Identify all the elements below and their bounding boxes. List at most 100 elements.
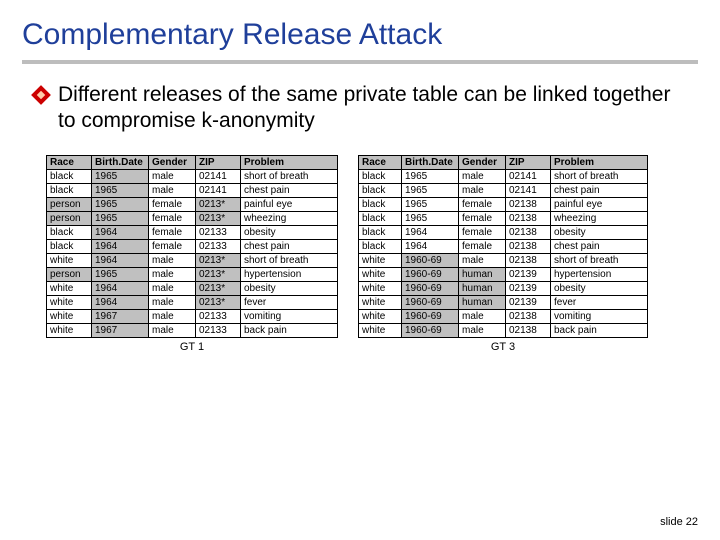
table-cell: 0213* <box>196 267 241 281</box>
table-cell: wheezing <box>551 211 648 225</box>
table-cell: 02138 <box>506 197 551 211</box>
table-row: white1960-69human02139fever <box>359 295 648 309</box>
table-header-cell: Gender <box>149 155 196 169</box>
table-row: black1965male02141short of breath <box>359 169 648 183</box>
table-cell: 02138 <box>506 211 551 225</box>
table-cell: white <box>359 253 402 267</box>
table-cell: 02133 <box>196 225 241 239</box>
table-cell: 1967 <box>92 323 149 337</box>
table-cell: 1964 <box>92 239 149 253</box>
table-cell: white <box>47 323 92 337</box>
table-cell: 02139 <box>506 281 551 295</box>
table-cell: short of breath <box>551 169 648 183</box>
table-cell: 02133 <box>196 309 241 323</box>
table-left: RaceBirth.DateGenderZIPProblemblack1965m… <box>46 155 338 338</box>
table-cell: male <box>459 183 506 197</box>
table-cell: male <box>149 281 196 295</box>
bullet-row: Different releases of the same private t… <box>0 82 720 145</box>
table-cell: black <box>47 239 92 253</box>
table-header-cell: Gender <box>459 155 506 169</box>
table-row: person1965female0213*wheezing <box>47 211 338 225</box>
diamond-bullet-icon <box>31 85 51 105</box>
table-cell: wheezing <box>241 211 338 225</box>
table-cell: 1964 <box>402 225 459 239</box>
table-cell: white <box>359 309 402 323</box>
table-cell: 0213* <box>196 211 241 225</box>
table-cell: 02141 <box>196 183 241 197</box>
table-header-cell: Problem <box>551 155 648 169</box>
table-row: white1960-69male02138short of breath <box>359 253 648 267</box>
table-cell: female <box>459 225 506 239</box>
table-cell: male <box>459 169 506 183</box>
table-row: person1965female0213*painful eye <box>47 197 338 211</box>
table-cell: 1965 <box>402 183 459 197</box>
table-cell: white <box>47 281 92 295</box>
table-cell: vomiting <box>241 309 338 323</box>
table-cell: 0213* <box>196 197 241 211</box>
table-cell: chest pain <box>241 239 338 253</box>
table-cell: 1965 <box>402 169 459 183</box>
slide-title: Complementary Release Attack <box>0 0 720 60</box>
table-cell: obesity <box>551 225 648 239</box>
table-row: black1964female02138obesity <box>359 225 648 239</box>
table-cell: 1960-69 <box>402 295 459 309</box>
table-cell: 1965 <box>92 169 149 183</box>
table-row: white1964male0213*obesity <box>47 281 338 295</box>
table-cell: 1964 <box>92 295 149 309</box>
table-cell: female <box>149 225 196 239</box>
slide-number: slide 22 <box>660 516 698 528</box>
table-right-caption: GT 3 <box>491 341 515 353</box>
table-cell: chest pain <box>551 239 648 253</box>
table-cell: female <box>459 239 506 253</box>
table-cell: 02138 <box>506 239 551 253</box>
table-cell: 02139 <box>506 267 551 281</box>
table-cell: black <box>47 169 92 183</box>
table-cell: black <box>47 183 92 197</box>
table-cell: chest pain <box>551 183 648 197</box>
table-cell: painful eye <box>551 197 648 211</box>
table-cell: human <box>459 295 506 309</box>
table-cell: 1960-69 <box>402 281 459 295</box>
table-cell: obesity <box>241 225 338 239</box>
table-cell: female <box>149 239 196 253</box>
table-cell: back pain <box>241 323 338 337</box>
table-cell: human <box>459 281 506 295</box>
table-cell: white <box>47 253 92 267</box>
table-cell: hypertension <box>551 267 648 281</box>
table-cell: black <box>359 169 402 183</box>
table-cell: black <box>359 225 402 239</box>
table-cell: 02133 <box>196 239 241 253</box>
table-cell: 02141 <box>506 183 551 197</box>
table-cell: black <box>359 211 402 225</box>
table-header-cell: Birth.Date <box>402 155 459 169</box>
table-cell: 1964 <box>402 239 459 253</box>
table-row: black1965female02138painful eye <box>359 197 648 211</box>
table-cell: male <box>459 323 506 337</box>
table-cell: short of breath <box>241 253 338 267</box>
table-cell: black <box>359 183 402 197</box>
table-cell: short of breath <box>551 253 648 267</box>
table-cell: human <box>459 267 506 281</box>
table-cell: 02133 <box>196 323 241 337</box>
table-cell: 0213* <box>196 295 241 309</box>
table-cell: 0213* <box>196 253 241 267</box>
table-row: black1964female02133chest pain <box>47 239 338 253</box>
table-cell: 1965 <box>402 211 459 225</box>
table-row: black1965female02138wheezing <box>359 211 648 225</box>
table-cell: male <box>149 169 196 183</box>
table-cell: obesity <box>241 281 338 295</box>
tables-wrap: RaceBirth.DateGenderZIPProblemblack1965m… <box>0 145 720 353</box>
table-cell: male <box>459 253 506 267</box>
table-cell: black <box>47 225 92 239</box>
table-cell: person <box>47 197 92 211</box>
table-cell: female <box>459 197 506 211</box>
table-cell: fever <box>551 295 648 309</box>
table-cell: male <box>459 309 506 323</box>
table-cell: 1965 <box>92 197 149 211</box>
table-left-caption: GT 1 <box>180 341 204 353</box>
table-row: black1965male02141short of breath <box>47 169 338 183</box>
table-cell: short of breath <box>241 169 338 183</box>
table-cell: chest pain <box>241 183 338 197</box>
table-row: white1967male02133vomiting <box>47 309 338 323</box>
table-cell: white <box>47 309 92 323</box>
